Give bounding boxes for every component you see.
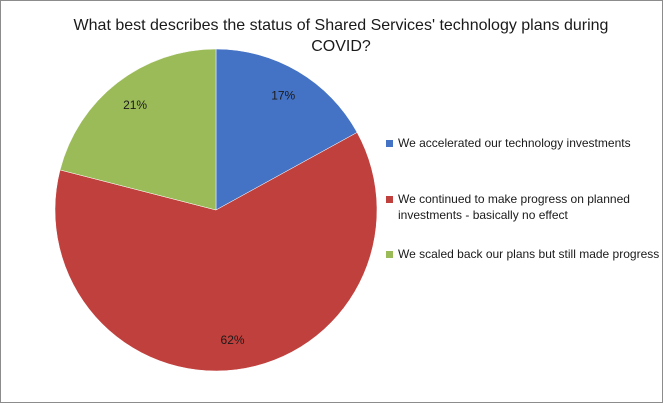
pie-slices	[54, 48, 378, 372]
legend-label: We accelerated our technology investment…	[398, 136, 631, 150]
pie-label-accelerated: 17%	[271, 89, 295, 103]
pie-labels: 17% 62% 21%	[123, 89, 295, 348]
pie-slice-continued	[54, 132, 378, 372]
legend-swatch	[386, 196, 393, 203]
pie-label-continued: 62%	[221, 333, 245, 347]
legend-label: We continued to make progress on planned…	[398, 192, 630, 222]
legend-item-continued: We continued to make progress on planned…	[386, 191, 643, 223]
legend-label: We scaled back our plans but still made …	[398, 247, 660, 261]
legend-swatch	[386, 251, 393, 258]
pie-slice-scaled-back	[59, 48, 217, 211]
legend-item-scaled-back: We scaled back our plans but still made …	[386, 246, 663, 262]
chart-title: What best describes the status of Shared…	[73, 17, 609, 55]
legend-swatch	[386, 140, 393, 147]
legend-item-accelerated: We accelerated our technology investment…	[386, 135, 663, 151]
pie-label-scaled-back: 21%	[123, 98, 147, 112]
pie-slice-accelerated	[215, 48, 358, 211]
